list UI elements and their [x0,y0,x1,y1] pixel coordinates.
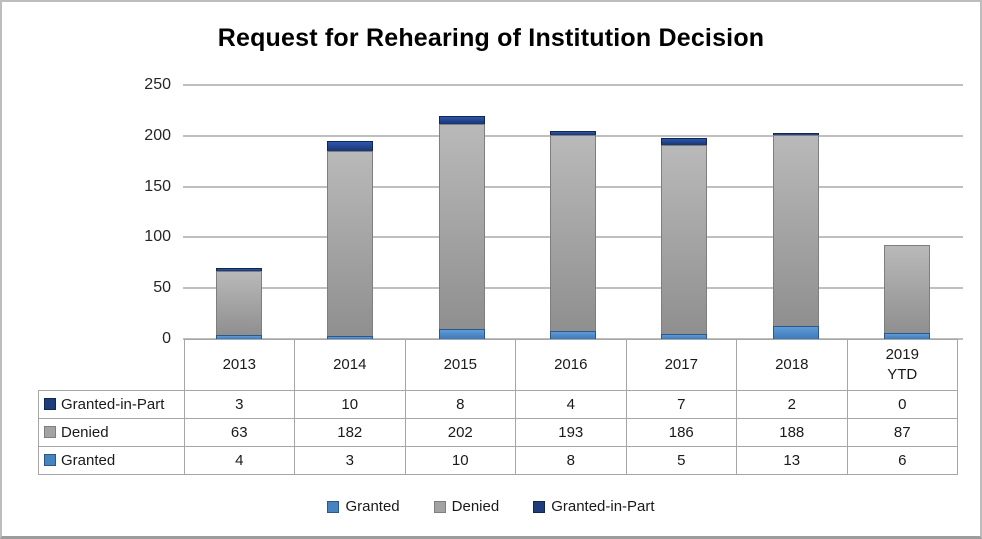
table-value-cell: 4 [515,390,627,419]
table-value-cell: 10 [404,446,516,475]
stacked-bar [661,137,708,339]
data-table: 2013 2014 2015 2016 2017 2018 2019 YTD Granted… [38,339,958,475]
bar-segment [661,144,708,334]
series-swatch-icon [44,398,56,410]
legend-label: Granted-in-Part [551,498,655,515]
chart-title: Request for Rehearing of Institution Dec… [217,24,765,52]
stacked-bar [772,132,819,339]
y-tick-label: 200 [144,126,171,144]
bar-column [629,85,740,339]
table-value-cell: 4 [183,446,295,475]
legend-item: Granted-in-Part [533,498,655,515]
stacked-bar [215,267,262,339]
bar-segment [549,134,596,331]
bar-column [294,85,405,339]
bar-segment [327,151,374,336]
category-header: 2018 [736,339,848,391]
bar-segment [438,123,485,329]
table-row: Granted-in-Part 3 10 8 4 7 2 0 [38,390,958,419]
table-value-cell: 10 [294,390,406,419]
table-value-cell: 13 [736,446,848,475]
stacked-bar [438,115,485,339]
bar-segment [438,115,485,124]
category-header: 2014 [294,339,406,391]
bar-segment [549,130,596,135]
stacked-bar [549,130,596,339]
table-value-cell: 202 [404,418,516,447]
bar-segment [327,335,374,339]
series-row-label: Denied [38,418,185,447]
bar-segment [215,267,262,271]
bar-segment [438,328,485,339]
bar-segment [772,325,819,339]
table-value-cell: 3 [183,390,295,419]
bar-segment [549,330,596,339]
series-row-label: Granted [38,446,185,475]
legend-label: Granted [345,498,400,515]
y-tick-label: 250 [144,76,171,93]
stacked-bar [327,140,374,339]
table-value-cell: 182 [294,418,406,447]
gridline [183,84,963,86]
category-header: 2016 [515,339,627,391]
bar-column [740,85,851,339]
table-row: Granted 4 3 10 8 5 13 6 [38,446,958,475]
bar-segment [661,333,708,339]
bars [183,85,963,339]
legend-swatch-icon [433,500,446,513]
y-tick-label: 100 [144,228,171,246]
table-value-cell: 6 [846,446,958,475]
table-value-cell: 2 [736,390,848,419]
series-swatch-icon [44,426,56,438]
plot-area: 0 50 100 150 200 250 [144,76,963,347]
category-header: 2015 [404,339,516,391]
bar-column [183,85,294,339]
table-value-cell: 3 [294,446,406,475]
bar-column [852,85,963,339]
bar-segment [772,132,819,135]
table-value-cell: 8 [515,446,627,475]
category-header: 2013 [183,339,295,391]
table-value-cell: 8 [404,390,516,419]
series-swatch-icon [44,454,56,466]
table-corner-cell [39,340,185,391]
table-value-cell: 193 [515,418,627,447]
category-header: 2019 YTD [846,339,958,391]
legend-item: Denied [433,498,500,515]
table-row: Denied 63 182 202 193 186 188 87 [38,418,958,447]
bar-segment [772,134,819,326]
table-value-cell: 188 [736,418,848,447]
table-value-cell: 87 [846,418,958,447]
y-tick-label: 150 [144,177,171,195]
table-value-cell: 0 [846,390,958,419]
bar-segment [884,332,931,339]
chart-legend: Granted Denied Granted-in-Part [2,498,980,515]
stacked-bar [884,244,931,339]
table-value-cell: 186 [625,418,737,447]
series-row-label: Granted-in-Part [38,390,185,419]
bar-segment [327,140,374,152]
table-value-cell: 5 [625,446,737,475]
bar-column [517,85,628,339]
table-value-cell: 7 [625,390,737,419]
legend-swatch-icon [327,500,340,513]
legend-label: Denied [451,498,500,515]
bar-segment [661,137,708,145]
bar-column [406,85,517,339]
legend-swatch-icon [533,500,546,513]
table-value-cell: 63 [183,418,295,447]
legend-item: Granted [327,498,400,515]
bar-segment [215,270,262,335]
y-tick-label: 0 [162,330,171,347]
category-header: 2017 [625,339,737,391]
bar-segment [884,244,931,333]
bar-segment [215,334,262,339]
y-tick-label: 50 [153,279,171,297]
